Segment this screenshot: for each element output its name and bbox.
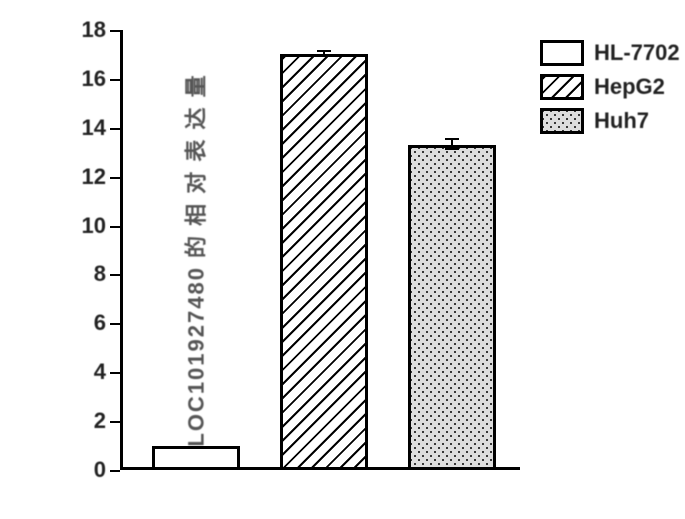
y-tick-label: 10: [82, 213, 120, 239]
y-tick-label: 0: [94, 457, 120, 483]
legend-label: Huh7: [594, 108, 649, 134]
plot-area: 024681012141618: [120, 30, 520, 470]
legend-swatch: [540, 108, 584, 134]
legend-swatch: [540, 74, 584, 100]
error-cap: [445, 148, 459, 150]
legend: HL-7702 HepG2 Huh7: [540, 40, 680, 142]
chart-container: LOC101927480 的 相 对 表 达 量 024681012141618…: [0, 0, 685, 519]
y-tick-label: 6: [94, 310, 120, 336]
y-tick-label: 12: [82, 164, 120, 190]
bars-group: [120, 30, 520, 470]
y-tick-label: 18: [82, 17, 120, 43]
y-tick-label: 14: [82, 115, 120, 141]
bar-HepG2: [280, 54, 368, 470]
y-tick-label: 4: [94, 359, 120, 385]
legend-label: HL-7702: [594, 40, 680, 66]
legend-label: HepG2: [594, 74, 665, 100]
legend-swatch: [540, 40, 584, 66]
legend-item: HL-7702: [540, 40, 680, 66]
error-cap: [317, 50, 331, 52]
error-bar: [451, 140, 453, 145]
bar-HL-7702: [152, 446, 240, 470]
y-tick-label: 8: [94, 261, 120, 287]
error-cap: [445, 138, 459, 140]
bar-Huh7: [408, 145, 496, 470]
legend-item: Huh7: [540, 108, 680, 134]
y-tick-label: 16: [82, 66, 120, 92]
legend-item: HepG2: [540, 74, 680, 100]
y-tick-label: 2: [94, 408, 120, 434]
error-cap: [317, 55, 331, 57]
